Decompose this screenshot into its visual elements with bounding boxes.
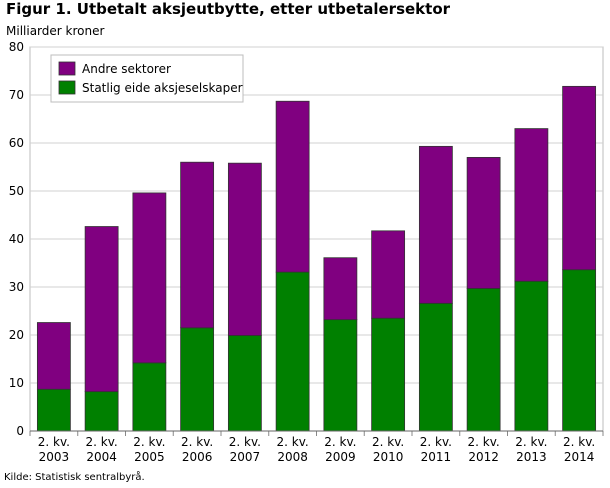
bar xyxy=(180,327,215,432)
bar xyxy=(36,322,71,390)
y-tick-label: 70 xyxy=(9,88,24,102)
y-tick-label: 60 xyxy=(9,136,24,150)
bar xyxy=(36,388,71,432)
y-tick-label: 40 xyxy=(9,232,24,246)
x-tick-label: 2013 xyxy=(516,450,547,464)
x-tick-label: 2012 xyxy=(468,450,499,464)
x-tick-label: 2. kv. xyxy=(181,435,213,449)
bar xyxy=(466,288,501,432)
x-tick-label: 2014 xyxy=(564,450,595,464)
y-tick-label: 10 xyxy=(9,376,24,390)
x-tick-label: 2006 xyxy=(182,450,213,464)
legend-box xyxy=(50,54,244,103)
bar xyxy=(514,280,549,432)
bar xyxy=(84,391,119,432)
bar xyxy=(562,85,597,271)
bar xyxy=(562,269,597,432)
x-tick-label: 2004 xyxy=(86,450,117,464)
bar xyxy=(418,302,453,432)
bar xyxy=(84,226,119,393)
x-tick-label: 2. kv. xyxy=(468,435,500,449)
x-tick-label: 2008 xyxy=(277,450,308,464)
legend-label: Statlig eide aksjeselskaper xyxy=(82,81,243,95)
x-tick-label: 2. kv. xyxy=(515,435,547,449)
bar xyxy=(466,156,501,289)
source-note: Kilde: Statistisk sentralbyrå. xyxy=(4,472,145,483)
legend-swatch xyxy=(58,80,76,95)
x-tick-label: 2007 xyxy=(230,450,261,464)
x-tick-label: 2005 xyxy=(134,450,165,464)
x-tick-label: 2009 xyxy=(325,450,356,464)
bar xyxy=(227,162,262,336)
y-axis-label: Milliarder kroner xyxy=(6,24,105,38)
y-tick-label: 20 xyxy=(9,328,24,342)
bar xyxy=(323,257,358,321)
bar xyxy=(132,362,167,432)
x-tick-label: 2. kv. xyxy=(277,435,309,449)
y-tick-label: 0 xyxy=(16,424,24,438)
bar xyxy=(371,317,406,432)
x-tick-label: 2010 xyxy=(373,450,404,464)
bar xyxy=(418,145,453,304)
bar xyxy=(275,271,310,432)
legend-swatch xyxy=(58,61,76,76)
bar xyxy=(323,319,358,432)
bar xyxy=(180,161,215,329)
x-tick-label: 2. kv. xyxy=(563,435,595,449)
x-tick-label: 2003 xyxy=(39,450,70,464)
x-tick-label: 2. kv. xyxy=(372,435,404,449)
chart-title: Figur 1. Utbetalt aksjeutbytte, etter ut… xyxy=(6,0,451,18)
x-tick-label: 2. kv. xyxy=(324,435,356,449)
x-tick-label: 2. kv. xyxy=(229,435,261,449)
bar xyxy=(371,230,406,319)
y-tick-label: 50 xyxy=(9,184,24,198)
y-tick-label: 30 xyxy=(9,280,24,294)
bar xyxy=(132,192,167,364)
x-tick-label: 2. kv. xyxy=(86,435,118,449)
y-tick-label: 80 xyxy=(9,40,24,54)
x-tick-label: 2. kv. xyxy=(420,435,452,449)
x-tick-label: 2. kv. xyxy=(38,435,70,449)
bar xyxy=(514,128,549,282)
x-tick-label: 2. kv. xyxy=(133,435,165,449)
bar xyxy=(227,335,262,432)
bar xyxy=(275,100,310,273)
x-tick-label: 2011 xyxy=(421,450,452,464)
legend-label: Andre sektorer xyxy=(82,62,171,76)
